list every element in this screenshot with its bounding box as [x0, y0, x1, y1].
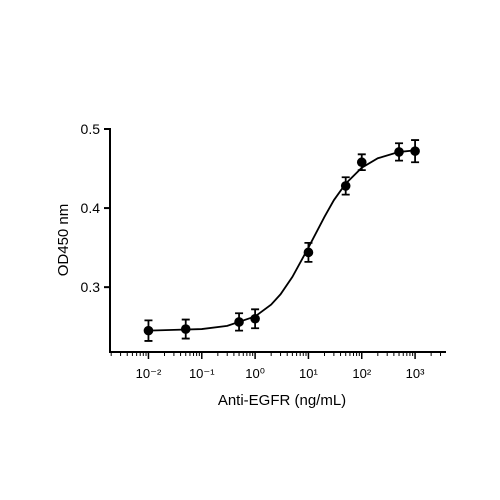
data-point — [340, 181, 351, 191]
data-point — [410, 146, 420, 156]
data-point — [234, 317, 244, 327]
y-axis-label: OD450 nm — [55, 204, 72, 277]
data-point — [303, 247, 314, 258]
y-tick-label: 0.5 — [81, 121, 101, 137]
x-tick-label: 10³ — [406, 366, 425, 381]
data-point — [180, 324, 191, 334]
x-axis-label: Anti-EGFR (ng/mL) — [218, 392, 346, 409]
x-tick-label: 10⁻² — [136, 366, 162, 381]
x-tick-label: 10² — [352, 366, 371, 381]
y-tick-label: 0.3 — [81, 279, 101, 295]
x-tick-label: 10⁻¹ — [189, 366, 215, 381]
x-tick-label: 10¹ — [299, 366, 318, 381]
data-point — [250, 313, 260, 324]
fit-curve — [148, 149, 416, 332]
data-point — [394, 147, 404, 157]
x-tick-label: 10⁰ — [245, 366, 265, 381]
data-point — [356, 157, 367, 168]
y-tick-label: 0.4 — [81, 200, 101, 216]
data-point — [143, 325, 154, 336]
